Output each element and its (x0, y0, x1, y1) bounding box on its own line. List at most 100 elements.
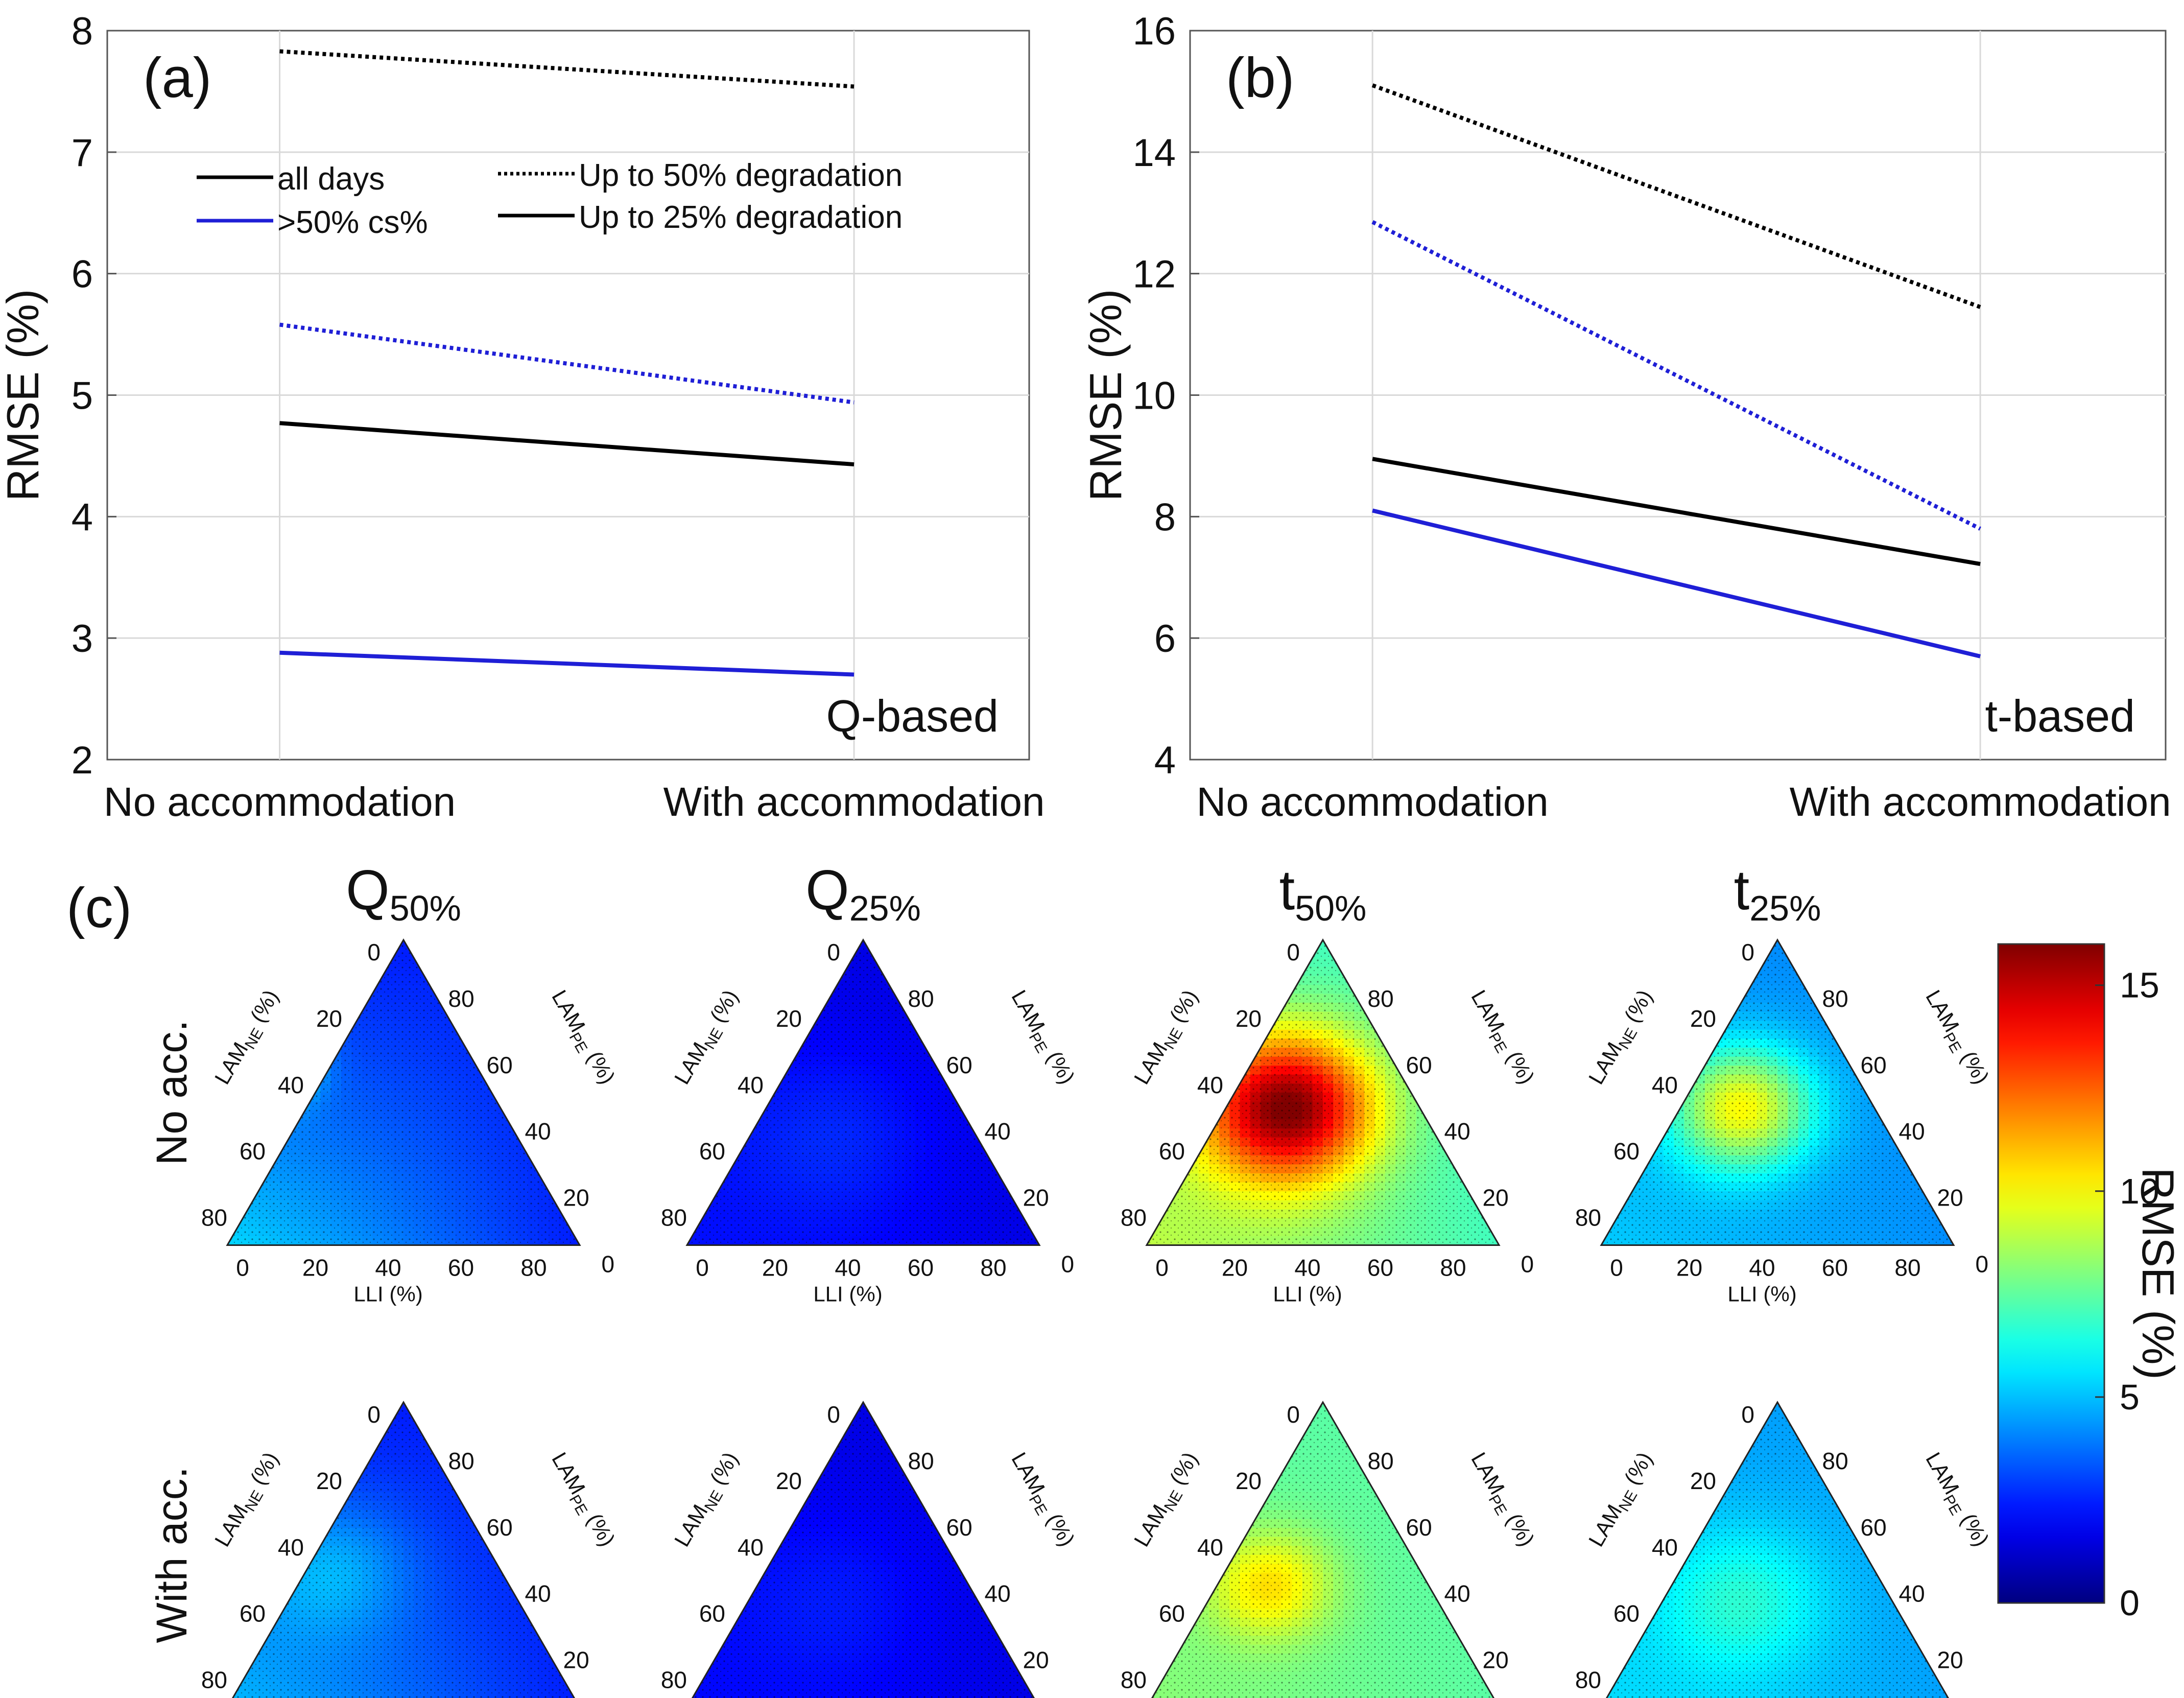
heat-cell (1426, 1101, 1438, 1111)
heat-cell (559, 1083, 570, 1093)
heat-cell (1860, 940, 1871, 950)
heat-cell (538, 1003, 550, 1012)
heat-cell (936, 958, 947, 968)
heat-cell (1860, 1003, 1871, 1012)
heat-cell (1611, 1083, 1623, 1093)
heat-cell (1219, 1039, 1230, 1048)
heat-cell (1457, 1003, 1469, 1012)
heat-cell (424, 940, 435, 950)
heat-cell (320, 994, 331, 1004)
heat-cell (1839, 1011, 1851, 1022)
heat-cell (1229, 994, 1241, 1004)
heat-cell (1902, 940, 1913, 950)
heat-cell (739, 1039, 750, 1048)
heat-cell (1694, 966, 1705, 977)
heat-cell (1798, 949, 1809, 959)
heat-cell (528, 994, 539, 1004)
heat-cell (1008, 940, 1019, 950)
legend-label: Up to 25% degradation (579, 200, 903, 235)
heat-cell (1715, 1021, 1726, 1030)
heat-cell (1704, 1039, 1716, 1048)
heat-cell (330, 1429, 342, 1439)
heat-cell (936, 1039, 947, 1048)
heat-cell (1029, 1110, 1039, 1120)
heat-cell (1250, 966, 1262, 977)
heat-cell (1457, 1021, 1469, 1030)
heat-cell (258, 1420, 270, 1430)
heat-cell (238, 984, 249, 995)
heat-cell (279, 1402, 290, 1412)
heat-cell (1632, 1128, 1644, 1138)
heat-cell (1229, 958, 1241, 968)
heat-cell (977, 1039, 988, 1048)
heat-cell (476, 976, 487, 985)
heat-cell (1736, 966, 1747, 977)
heat-cell (1870, 1083, 1882, 1093)
corner-label: Q-based (826, 691, 999, 741)
heat-cell (1447, 1021, 1458, 1030)
heat-cell (1819, 958, 1830, 968)
heat-cell (528, 1074, 539, 1084)
heat-cell (1426, 1029, 1438, 1040)
heat-cell (1395, 976, 1407, 985)
heat-cell (569, 1402, 580, 1412)
heat-cell (987, 994, 999, 1004)
heat-cell (1891, 976, 1903, 985)
heat-cell (528, 1047, 539, 1057)
heat-cell (1157, 958, 1168, 968)
heat-cell (486, 1021, 497, 1030)
heat-cell (718, 1110, 729, 1120)
heat-cell (1416, 958, 1427, 968)
heat-cell (1018, 1047, 1030, 1057)
heat-cell (1643, 1047, 1654, 1057)
heat-cell (1611, 1092, 1623, 1102)
heat-cell (966, 1039, 978, 1048)
heat-cell (538, 940, 550, 950)
heat-cell (528, 1146, 539, 1156)
heat-cell (1447, 949, 1458, 959)
heat-cell (1860, 984, 1871, 995)
heat-cell (1933, 1164, 1944, 1174)
heat-cell (1839, 1039, 1851, 1048)
heat-cell (465, 949, 477, 959)
heat-cell (569, 1101, 580, 1111)
heat-cell (248, 1101, 259, 1111)
heat-cell (780, 1056, 791, 1067)
heat-cell (300, 1047, 311, 1057)
heat-cell (1437, 1083, 1448, 1093)
heat-cell (790, 958, 802, 968)
heat-cell (1870, 958, 1882, 968)
heat-cell (507, 1011, 518, 1022)
heat-cell (1240, 949, 1251, 959)
heat-cell (569, 1173, 580, 1183)
heat-cell (1188, 958, 1199, 968)
heat-cell (434, 976, 446, 985)
heat-cell (517, 1021, 529, 1030)
panel-label: (b) (1226, 46, 1294, 109)
heat-cell (1663, 940, 1675, 950)
heat-cell (1611, 1164, 1623, 1174)
heat-cell (549, 1182, 560, 1192)
ternary-bottom-tick: 80 (980, 1255, 1006, 1281)
heat-cell (289, 1056, 301, 1067)
heat-cell (1457, 958, 1469, 968)
heat-cell (925, 976, 937, 985)
heat-cell (977, 1066, 988, 1075)
heat-cell (1902, 984, 1913, 995)
heat-cell (1426, 1021, 1438, 1030)
heat-cell (1281, 984, 1293, 995)
heat-cell (227, 1209, 239, 1219)
heat-cell (780, 949, 791, 959)
heat-cell (238, 1420, 249, 1430)
heat-cell (351, 949, 363, 959)
heat-cell (383, 949, 394, 959)
heat-cell (770, 940, 781, 950)
heat-cell (1933, 1074, 1944, 1084)
heat-cell (1219, 994, 1230, 1004)
heat-cell (1008, 1146, 1019, 1156)
heat-cell (1261, 940, 1272, 950)
heat-cell (749, 994, 761, 1004)
heat-cell (1177, 1119, 1189, 1129)
heat-cell (1933, 976, 1944, 985)
heat-cell (1188, 1128, 1199, 1138)
